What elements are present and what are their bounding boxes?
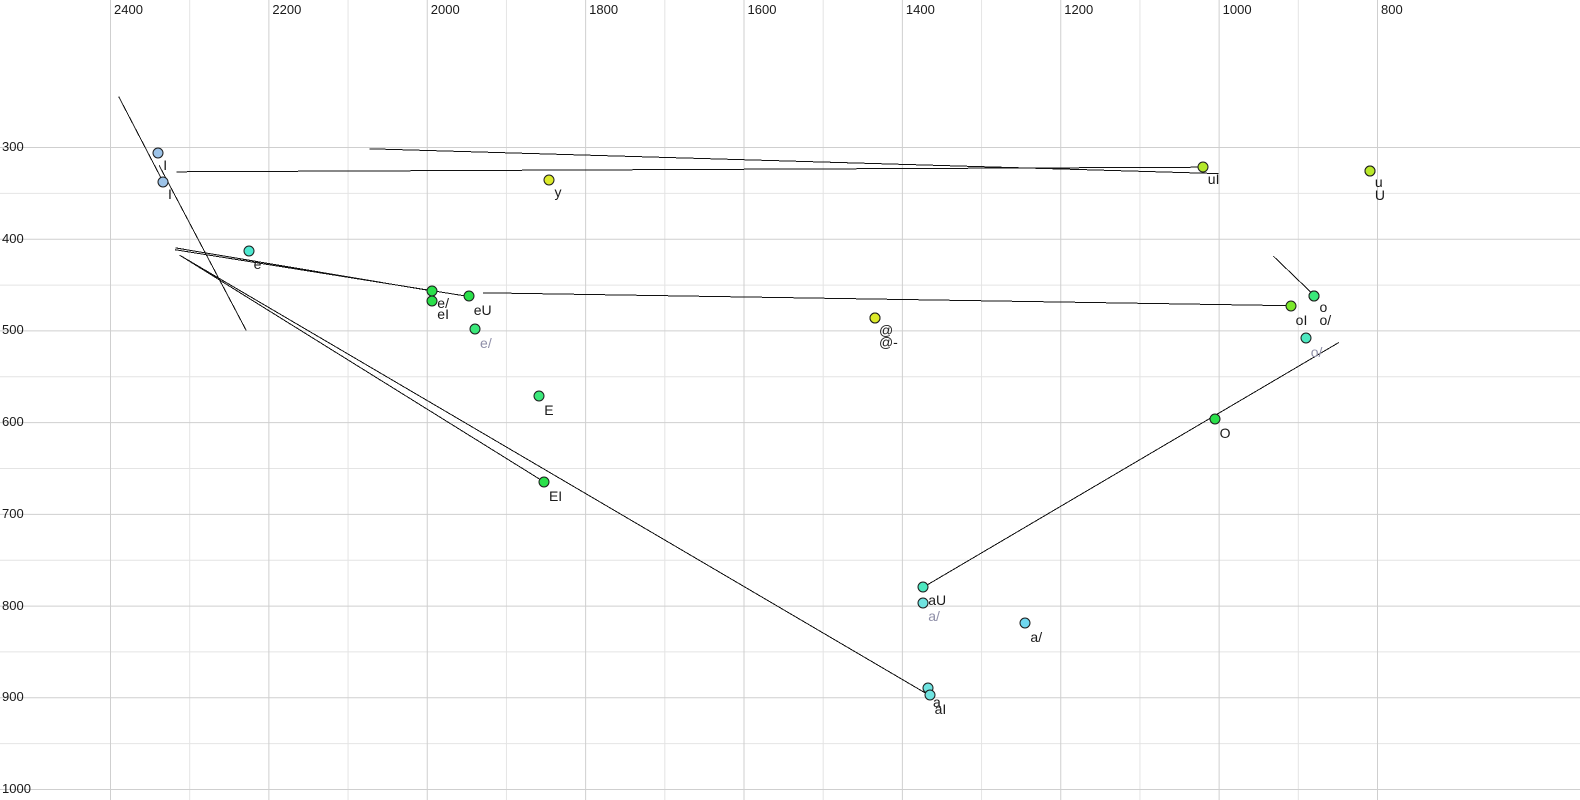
trajectory-I-offglide	[158, 165, 247, 331]
x-axis-tick-label: 2400	[114, 2, 143, 17]
x-axis-tick-label: 1600	[747, 2, 777, 17]
x-axis-tick-label: 1000	[1222, 2, 1252, 17]
y-axis-tick-label: 1000	[2, 781, 31, 796]
y-axis-tick-label: 700	[2, 505, 24, 521]
trajectory-aU-sweep	[923, 341, 1340, 588]
trajectory-eU-track	[174, 249, 469, 297]
y-axis-tick-label: 800	[2, 597, 24, 613]
x-axis-tick-label: 800	[1381, 2, 1403, 17]
y-axis-tick-label: 600	[2, 414, 24, 430]
x-axis-tick-label: 1400	[905, 2, 935, 17]
trajectory-EI-track	[179, 254, 545, 483]
x-axis-tick-label: 1200	[1064, 2, 1094, 17]
y-axis-tick-label: 500	[2, 322, 24, 338]
x-axis-tick-label: 1800	[589, 2, 619, 17]
x-axis-tick-label: 2000	[430, 2, 460, 17]
y-axis-tick-label: 300	[2, 139, 24, 154]
trajectory-I-onglide	[118, 96, 164, 183]
trajectory-uI-slope	[369, 148, 1219, 175]
y-axis-tick-label: 900	[2, 689, 24, 705]
trajectory-o-onglide	[1272, 255, 1315, 296]
trajectory-oI-sweep	[482, 292, 1291, 307]
x-axis-tick-label: 2200	[272, 2, 302, 17]
y-axis-tick-label: 400	[2, 230, 24, 246]
trajectory-aI-track	[182, 256, 930, 696]
trajectory-uI-long	[176, 166, 1203, 173]
